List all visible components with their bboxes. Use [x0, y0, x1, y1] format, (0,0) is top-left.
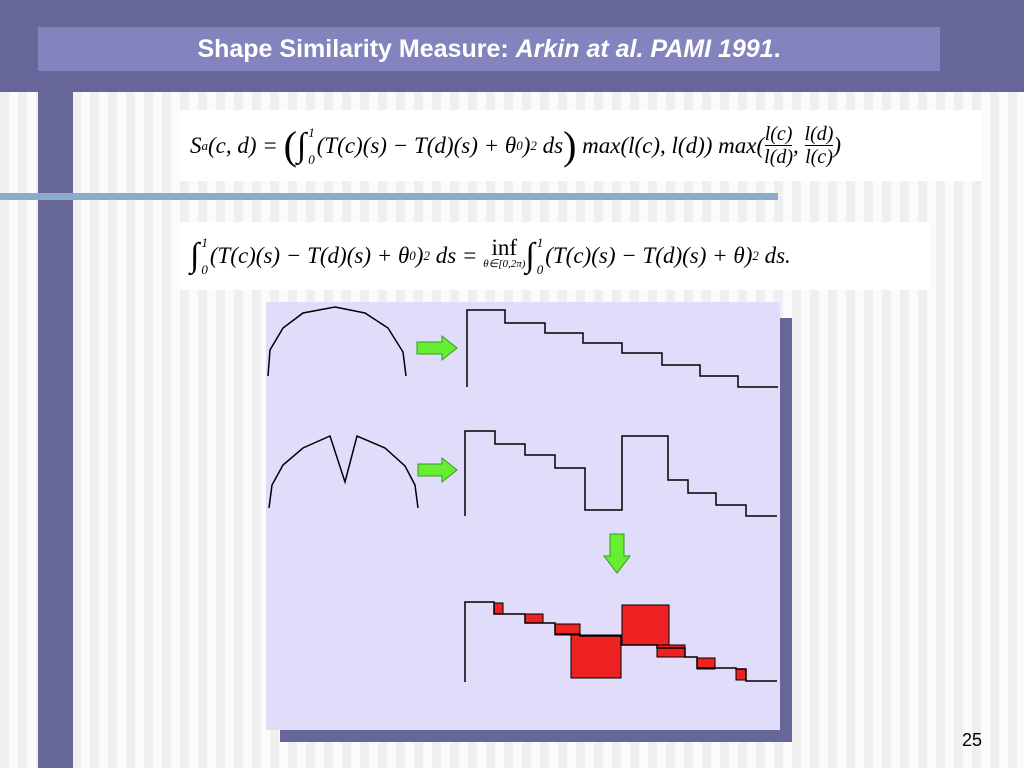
region	[735, 668, 747, 681]
term: 0	[536, 262, 544, 277]
figure-panel	[266, 302, 780, 730]
region	[656, 644, 686, 658]
term: a	[201, 137, 209, 153]
term: (	[283, 123, 297, 168]
region	[621, 604, 670, 646]
term: 2	[423, 248, 430, 263]
term: ds =	[429, 243, 484, 268]
term: ds.	[758, 243, 791, 268]
title-end: .	[773, 35, 781, 63]
term: 2	[752, 248, 759, 263]
shape-1	[267, 306, 407, 377]
turning-function-2	[464, 430, 777, 517]
fraction: l(c) l(d)	[764, 123, 793, 168]
term: 0	[409, 248, 416, 263]
term: ∫	[525, 237, 535, 274]
term: )	[522, 132, 531, 158]
region	[570, 634, 622, 679]
term: inf	[491, 235, 518, 260]
term: (c, d) =	[208, 132, 284, 158]
title: Shape Similarity Measure:	[197, 35, 516, 63]
term: l(d)	[764, 146, 794, 168]
title-citation: Arkin at al. PAMI 1991	[515, 35, 774, 63]
term: max(l(c), l(d)) max(	[576, 132, 765, 158]
term: )	[415, 243, 424, 268]
term: 0	[516, 137, 523, 153]
term: l(c)	[764, 123, 793, 146]
turning-function-1	[466, 309, 778, 388]
overlay-line	[464, 601, 777, 682]
infimum: inf θ∈[0,2π)	[483, 235, 526, 272]
fraction: l(d) l(c)	[804, 123, 834, 168]
page-number: 25	[962, 730, 983, 750]
region	[493, 602, 504, 615]
title-bar: Shape Similarity Measure: Arkin at al. P…	[38, 27, 940, 71]
arrow-right	[416, 334, 458, 362]
term: 1	[308, 124, 315, 140]
term: 1	[536, 235, 544, 250]
term: ∫	[296, 126, 307, 164]
region	[524, 613, 544, 624]
term: 1	[201, 235, 208, 250]
formula-2: ∫ 1 0 (T(c)(s) − T(d)(s) + θ 0) 2 ds = inf θ∈[…	[180, 222, 930, 290]
term: )	[833, 132, 842, 158]
term: 0	[308, 151, 315, 167]
term: (T(c)(s) − T(d)(s) + θ)	[545, 243, 753, 268]
arrow-down	[602, 533, 632, 574]
term: ,	[793, 132, 805, 158]
term: 2	[530, 137, 537, 153]
term: θ∈[0,2π)	[483, 258, 526, 270]
divider	[0, 193, 778, 200]
term: (T(c)(s) − T(d)(s) + θ	[209, 243, 410, 268]
term: ds	[536, 132, 564, 158]
shape-2	[268, 434, 419, 509]
term: l(c)	[805, 146, 833, 168]
difference-regions	[493, 602, 747, 681]
term: 0	[201, 262, 208, 277]
term: (T(c)(s) − T(d)(s) + θ	[316, 132, 517, 158]
term: l(d)	[804, 123, 834, 146]
term: ∫	[190, 237, 200, 274]
arrow-right	[417, 456, 458, 484]
term: )	[563, 123, 577, 168]
term: S	[190, 132, 202, 158]
left-bar	[38, 92, 73, 768]
